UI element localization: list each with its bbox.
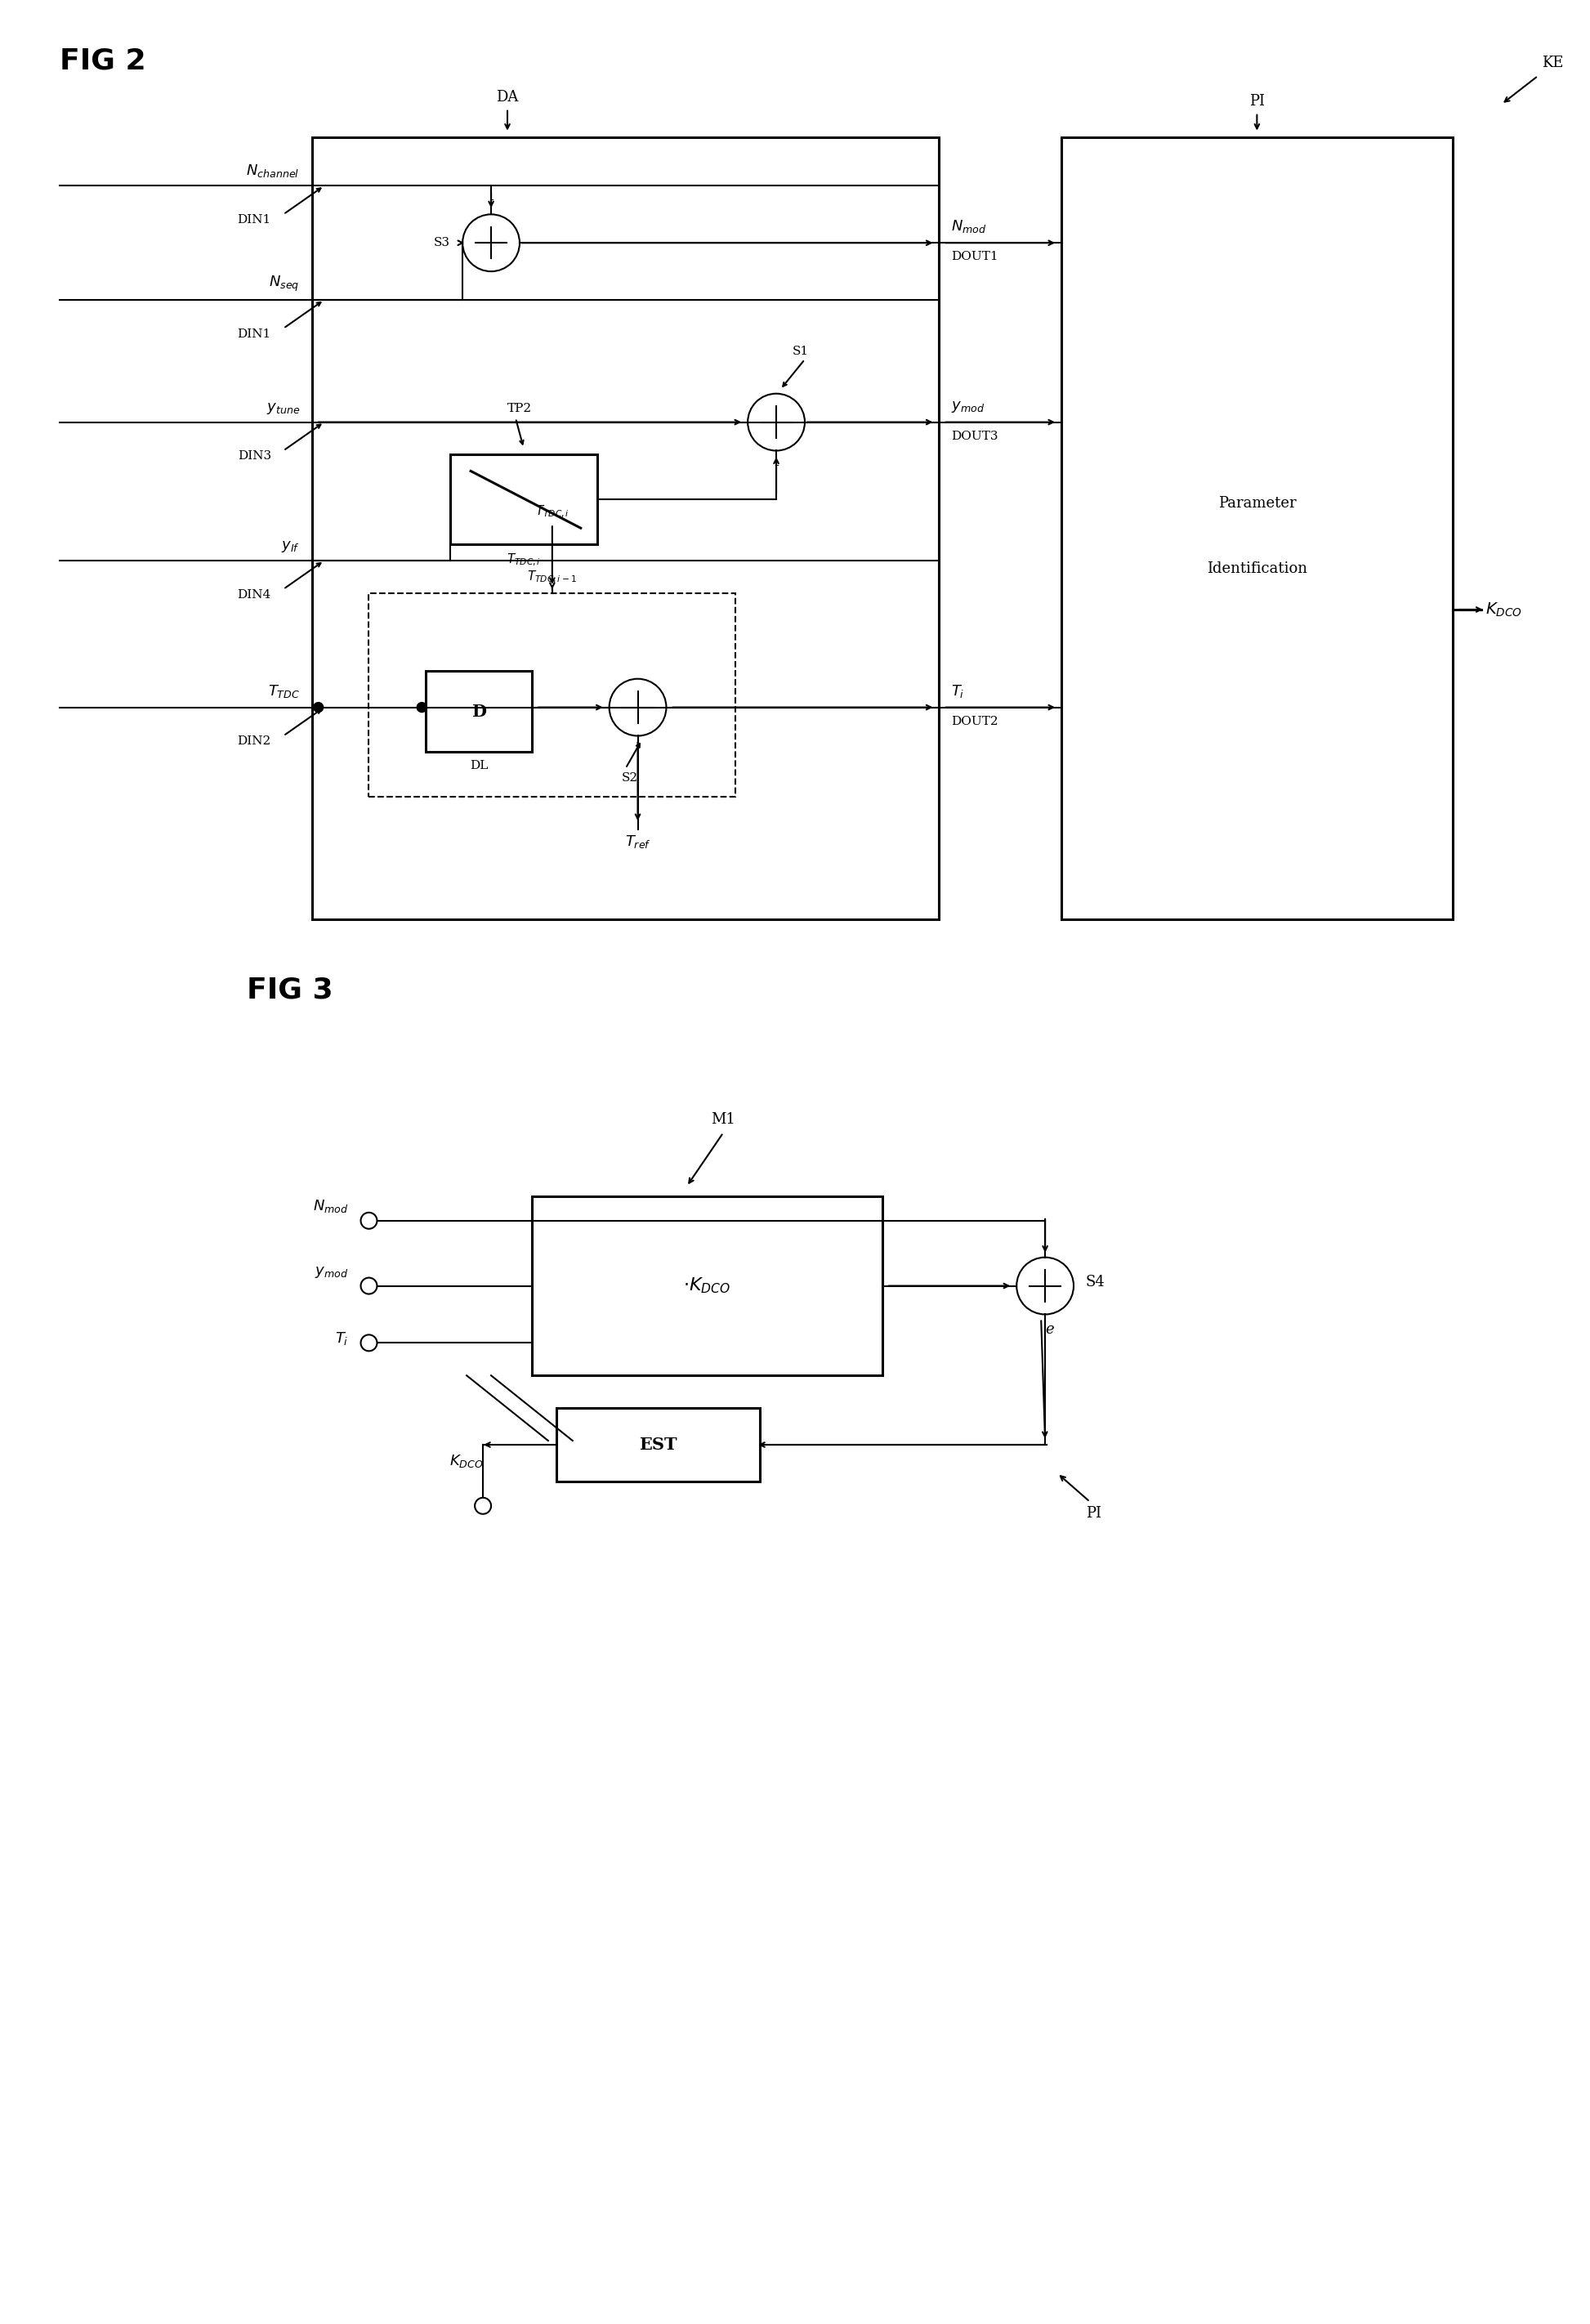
Bar bbox=[556, 1408, 760, 1480]
Text: DIN3: DIN3 bbox=[237, 451, 272, 462]
Text: -: - bbox=[1002, 1278, 1006, 1292]
Text: $N_{mod}$: $N_{mod}$ bbox=[951, 218, 987, 235]
Text: $T_i$: $T_i$ bbox=[335, 1332, 348, 1348]
Text: PI: PI bbox=[1086, 1506, 1102, 1520]
Text: $y_{If}$: $y_{If}$ bbox=[281, 539, 299, 553]
Circle shape bbox=[417, 702, 426, 711]
Bar bbox=[531, 1197, 882, 1376]
Text: $y_{mod}$: $y_{mod}$ bbox=[315, 1264, 348, 1278]
Text: FIG 2: FIG 2 bbox=[59, 46, 146, 74]
Bar bbox=[312, 137, 940, 920]
Text: DA: DA bbox=[496, 91, 518, 105]
Text: EST: EST bbox=[639, 1436, 677, 1452]
Text: KE: KE bbox=[1542, 56, 1563, 70]
Text: $y_{mod}$: $y_{mod}$ bbox=[951, 400, 986, 414]
Text: Identification: Identification bbox=[1207, 562, 1307, 576]
Text: FIG 3: FIG 3 bbox=[246, 976, 332, 1004]
Text: DIN1: DIN1 bbox=[237, 214, 272, 225]
Text: -: - bbox=[774, 458, 779, 474]
Text: e: e bbox=[1045, 1322, 1054, 1336]
Text: -: - bbox=[674, 700, 679, 716]
Text: $K_{DCO}$: $K_{DCO}$ bbox=[1485, 602, 1522, 618]
Bar bbox=[369, 593, 736, 797]
Bar bbox=[1062, 137, 1453, 920]
Text: DOUT3: DOUT3 bbox=[951, 430, 999, 442]
Text: D: D bbox=[472, 704, 487, 720]
Text: DOUT1: DOUT1 bbox=[951, 251, 999, 263]
Text: DL: DL bbox=[469, 760, 488, 772]
Bar bbox=[450, 456, 596, 544]
Text: TP2: TP2 bbox=[507, 402, 533, 414]
Text: $T_{TDC,i-1}$: $T_{TDC,i-1}$ bbox=[528, 569, 577, 586]
Text: $T_{TDC}$: $T_{TDC}$ bbox=[267, 683, 299, 700]
Text: S1: S1 bbox=[792, 346, 809, 358]
Text: DIN1: DIN1 bbox=[237, 328, 272, 339]
Text: DOUT2: DOUT2 bbox=[951, 716, 999, 727]
Bar bbox=[426, 672, 531, 753]
Text: -: - bbox=[488, 193, 493, 207]
Text: $T_{ref}$: $T_{ref}$ bbox=[625, 834, 650, 851]
Text: $y_{tune}$: $y_{tune}$ bbox=[266, 402, 299, 416]
Circle shape bbox=[313, 702, 323, 711]
Text: $T_{TDC,i}$: $T_{TDC,i}$ bbox=[507, 553, 541, 569]
Text: $T_{TDC,i}$: $T_{TDC,i}$ bbox=[536, 504, 569, 521]
Text: $K_{DCO}$: $K_{DCO}$ bbox=[450, 1452, 483, 1469]
Text: $T_i$: $T_i$ bbox=[951, 683, 965, 700]
Text: Parameter: Parameter bbox=[1218, 497, 1296, 511]
Text: $N_{channel}$: $N_{channel}$ bbox=[246, 163, 299, 179]
Text: $N_{mod}$: $N_{mod}$ bbox=[313, 1197, 348, 1213]
Text: PI: PI bbox=[1250, 93, 1264, 109]
Text: S4: S4 bbox=[1086, 1274, 1105, 1290]
Text: S3: S3 bbox=[434, 237, 450, 249]
Text: S2: S2 bbox=[622, 772, 638, 783]
Text: DIN4: DIN4 bbox=[237, 590, 272, 600]
Text: $\cdot K_{DCO}$: $\cdot K_{DCO}$ bbox=[684, 1276, 731, 1294]
Text: $N_{seq}$: $N_{seq}$ bbox=[269, 274, 299, 293]
Text: M1: M1 bbox=[711, 1113, 736, 1127]
Text: DIN2: DIN2 bbox=[237, 737, 272, 748]
